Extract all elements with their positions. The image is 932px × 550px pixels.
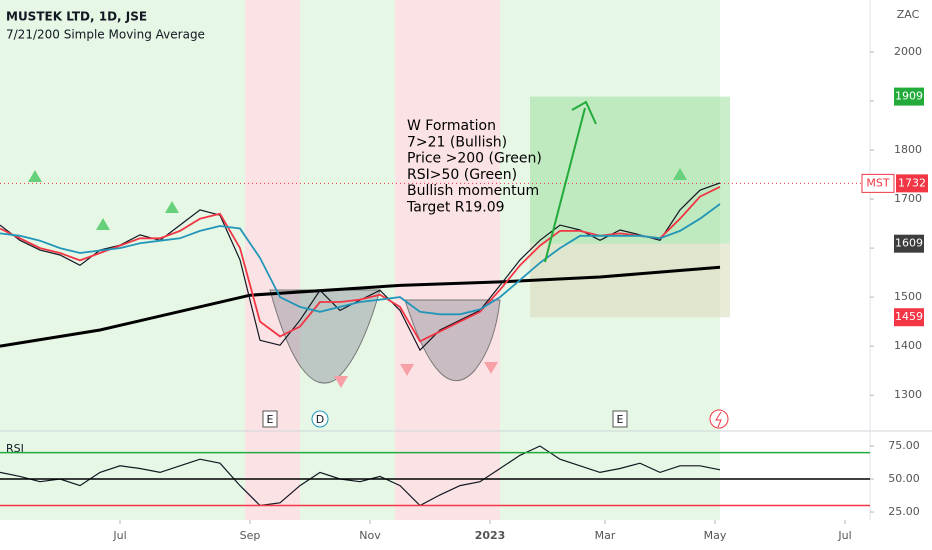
x-tick-label: Nov — [359, 529, 381, 542]
event-marker — [262, 410, 278, 428]
rsi-tick-label: 75.00 — [888, 439, 920, 452]
y-tick-label: 1500 — [894, 290, 922, 303]
rsi-tick-label: 50.00 — [888, 472, 920, 485]
event-label: E — [617, 413, 624, 426]
symbol-box — [861, 173, 895, 193]
price-label-box — [894, 234, 924, 253]
y-tick-label: 2000 — [894, 45, 922, 58]
price-label-box — [896, 174, 928, 193]
arrow-head — [571, 100, 597, 125]
price-label-box — [894, 87, 924, 106]
price-label-box — [894, 308, 924, 327]
trend-zone — [300, 0, 395, 520]
y-tick-label: 1800 — [894, 143, 922, 156]
chart-subtitle: 7/21/200 Simple Moving Average — [6, 28, 205, 42]
rsi-tick-label: 25.00 — [888, 505, 920, 518]
x-tick-label: 2023 — [475, 529, 506, 542]
price-label: 1459 — [895, 310, 923, 323]
rsi-line — [0, 445, 721, 507]
currency: ZAC — [897, 8, 920, 21]
x-tick-label: Jul — [837, 529, 851, 542]
background-layer — [0, 0, 730, 520]
plot-layer — [0, 182, 870, 507]
sma-200 — [0, 265, 721, 348]
price-label: 1909 — [895, 90, 923, 103]
trend-zone — [245, 0, 300, 520]
trend-zone — [395, 0, 500, 520]
annotation-line: Price >200 (Green) — [407, 151, 542, 167]
target-arrow — [544, 107, 586, 263]
annotation-line: Bullish momentum — [407, 183, 539, 199]
stop-box — [530, 243, 730, 318]
y-tick-label: 1700 — [894, 192, 922, 205]
chart-title: MUSTEK LTD, 1D, JSE — [6, 10, 147, 24]
event-label: D — [316, 413, 324, 426]
y-tick-label: 1300 — [894, 388, 922, 401]
lightning — [715, 411, 722, 428]
symbol-label: MST — [866, 176, 889, 189]
x-tick-label: May — [704, 529, 727, 542]
price-line — [0, 203, 721, 316]
x-tick-label: Mar — [595, 529, 616, 542]
event-marker — [612, 410, 628, 428]
price-label: 1732 — [898, 176, 926, 189]
split-icon — [709, 409, 729, 429]
annotation-line: RSI>50 (Green) — [407, 167, 517, 183]
trend-zone — [0, 0, 245, 520]
event-label: E — [267, 413, 274, 426]
x-tick-label: Sep — [240, 529, 261, 542]
annotation-line: Target R19.09 — [406, 200, 505, 216]
price-label: 1609 — [895, 237, 923, 250]
rsi-label: RSI — [6, 442, 24, 455]
annotation-line: 7>21 (Bullish) — [407, 134, 507, 150]
w-pattern — [269, 289, 501, 384]
event-marker — [311, 410, 329, 428]
target-box — [530, 96, 730, 244]
annotation-line: W Formation — [407, 118, 496, 134]
y-tick-label: 1400 — [894, 339, 922, 352]
x-tick-label: Jul — [112, 529, 126, 542]
